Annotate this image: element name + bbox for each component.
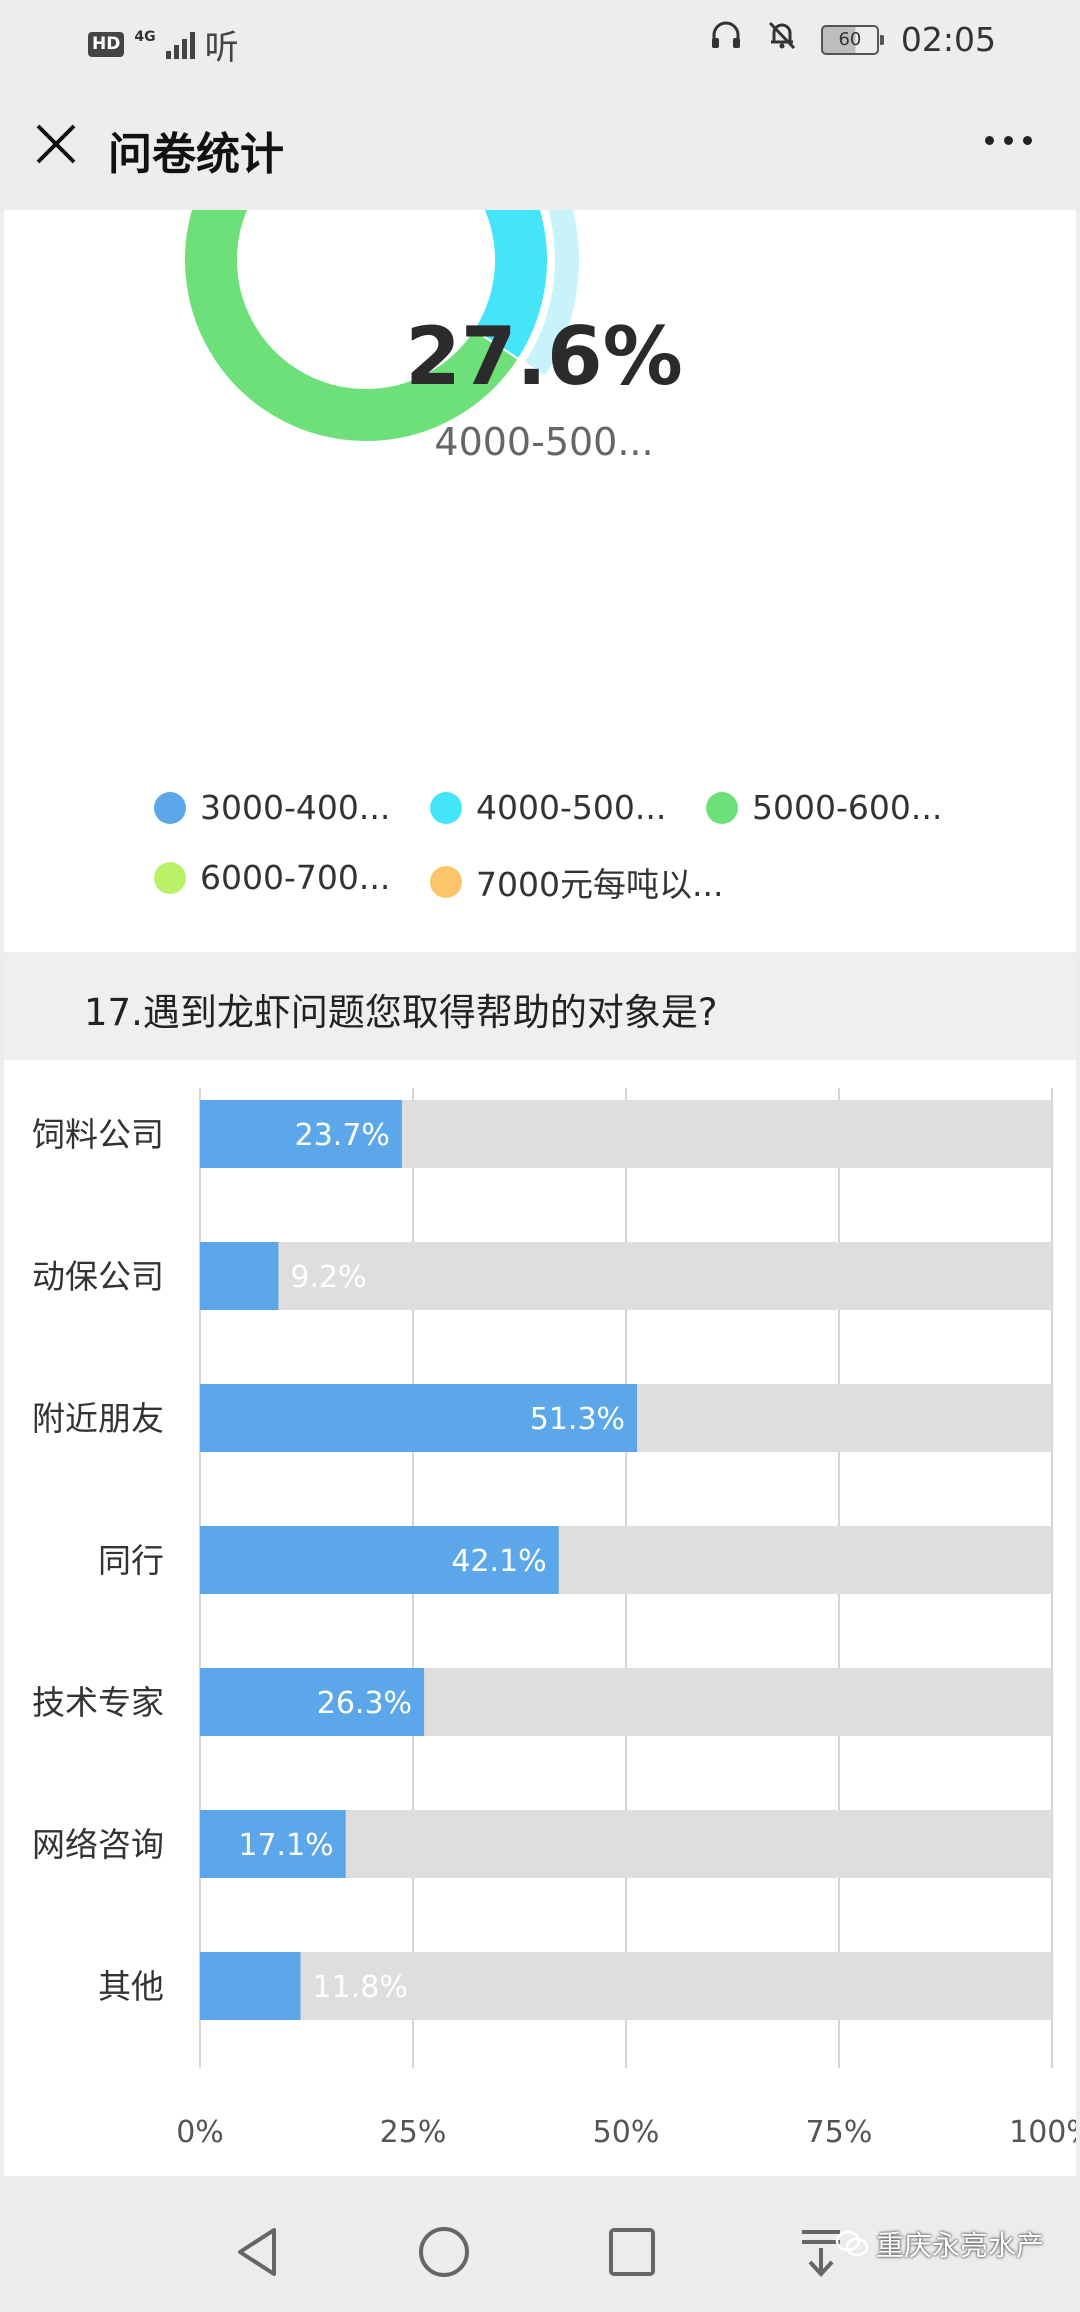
hd-badge: HD: [88, 32, 125, 57]
legend-item[interactable]: 7000元每吨以...: [430, 858, 723, 906]
x-tick-label: 25%: [380, 2115, 447, 2150]
question-header: 17.遇到龙虾问题您取得帮助的对象是?: [4, 954, 1076, 1060]
category-label: 饲料公司: [32, 1115, 164, 1154]
clock: 02:05: [900, 20, 996, 59]
more-options-button[interactable]: [985, 136, 1032, 145]
headphones-icon: [709, 18, 743, 61]
watermark-text: 重庆永亮水产: [875, 2229, 1044, 2262]
dot-icon: [1004, 136, 1013, 145]
x-tick-label: 50%: [593, 2115, 660, 2150]
legend-label: 6000-700...: [200, 858, 391, 897]
legend-item[interactable]: 4000-500...: [430, 788, 666, 827]
x-tick-label: 75%: [806, 2115, 873, 2150]
donut-chart-card: 27.6% 4000-500... 3000-400... 4000-500..…: [4, 210, 1076, 952]
dot-icon: [985, 136, 994, 145]
legend-item[interactable]: 6000-700...: [154, 858, 390, 897]
wechat-icon: [835, 2230, 869, 2257]
question-title: 17.遇到龙虾问题您取得帮助的对象是?: [84, 991, 718, 1034]
content-scroll[interactable]: 27.6% 4000-500... 3000-400... 4000-500..…: [0, 210, 1080, 2188]
battery-icon: 60: [820, 24, 884, 55]
bar[interactable]: [200, 1952, 301, 2020]
value-label: 42.1%: [451, 1544, 546, 1579]
legend-dot-icon: [430, 791, 462, 824]
home-button[interactable]: [416, 2224, 472, 2284]
donut-center-label: 4000-500...: [434, 420, 654, 464]
bar-chart: 0% 25% 50% 75% 100% 饲料公司 23.7% 动保公司 9.2% 附近朋友 51.3…: [32, 1088, 1076, 2150]
category-label: 同行: [98, 1541, 164, 1580]
value-label: 11.8%: [313, 1970, 408, 2005]
recents-button[interactable]: [606, 2224, 658, 2284]
close-icon: [36, 124, 76, 164]
category-label: 动保公司: [32, 1257, 164, 1296]
legend-item[interactable]: 3000-400...: [154, 788, 390, 827]
bar[interactable]: [200, 1810, 346, 1878]
legend-label: 5000-600...: [752, 788, 943, 827]
bar[interactable]: [200, 1668, 425, 1736]
bar[interactable]: [200, 1384, 638, 1452]
bar[interactable]: [200, 1100, 402, 1168]
value-label: 51.3%: [530, 1402, 625, 1437]
back-button[interactable]: [232, 2224, 282, 2284]
dot-icon: [1023, 136, 1032, 145]
legend-label: 4000-500...: [476, 788, 667, 827]
bell-mute-icon: [765, 18, 799, 61]
value-label: 9.2%: [290, 1260, 366, 1295]
recents-square-icon: [609, 2228, 655, 2276]
category-label: 其他: [98, 1967, 164, 2006]
home-circle-icon: [419, 2227, 469, 2277]
bar[interactable]: [200, 1242, 279, 1310]
category-label: 附近朋友: [32, 1399, 164, 1438]
category-label: 技术专家: [32, 1683, 164, 1722]
back-triangle-icon: [238, 2228, 276, 2276]
title-bar: 问卷统计: [0, 80, 1080, 210]
network-type: 4G: [134, 28, 156, 45]
donut-slice: [183, 210, 521, 443]
close-button[interactable]: [30, 118, 82, 170]
status-left: HD 4G 听: [88, 20, 239, 69]
legend-dot-icon: [154, 861, 186, 894]
legend-dot-icon: [706, 791, 738, 824]
bar-track: [200, 1242, 1052, 1310]
status-right: 60 02:05: [709, 18, 996, 61]
value-label: 26.3%: [317, 1686, 412, 1721]
x-tick-label: 0%: [176, 2115, 224, 2150]
page-title: 问卷统计: [108, 129, 284, 180]
donut-center-value: 27.6%: [405, 310, 683, 403]
ting-app-icon: 听: [204, 28, 239, 68]
signal-icon: [165, 31, 195, 59]
pull-down-icon: [802, 2230, 840, 2277]
legend-dot-icon: [154, 791, 186, 824]
category-label: 网络咨询: [32, 1825, 164, 1864]
legend-item[interactable]: 5000-600...: [706, 788, 942, 827]
value-label: 23.7%: [295, 1118, 390, 1153]
x-tick-label: 100%: [1009, 2115, 1076, 2150]
value-label: 17.1%: [238, 1828, 333, 1863]
legend-label: 3000-400...: [200, 788, 391, 827]
notification-pull-button[interactable]: [796, 2224, 846, 2284]
bar-chart-card: 0% 25% 50% 75% 100% 饲料公司 23.7% 动保公司 9.2% 附近朋友 51.3…: [4, 1060, 1076, 2176]
bar[interactable]: [200, 1526, 559, 1594]
bar-track: [200, 1952, 1052, 2020]
donut-highlight-ring: [522, 210, 581, 378]
system-nav-bar: 重庆永亮水产: [0, 2188, 1080, 2312]
legend-dot-icon: [430, 866, 462, 898]
watermark: 重庆永亮水产: [834, 2224, 1044, 2264]
status-bar: HD 4G 听 60 02:05: [0, 0, 1080, 80]
legend-label: 7000元每吨以...: [476, 865, 724, 904]
donut-chart: [183, 210, 581, 443]
